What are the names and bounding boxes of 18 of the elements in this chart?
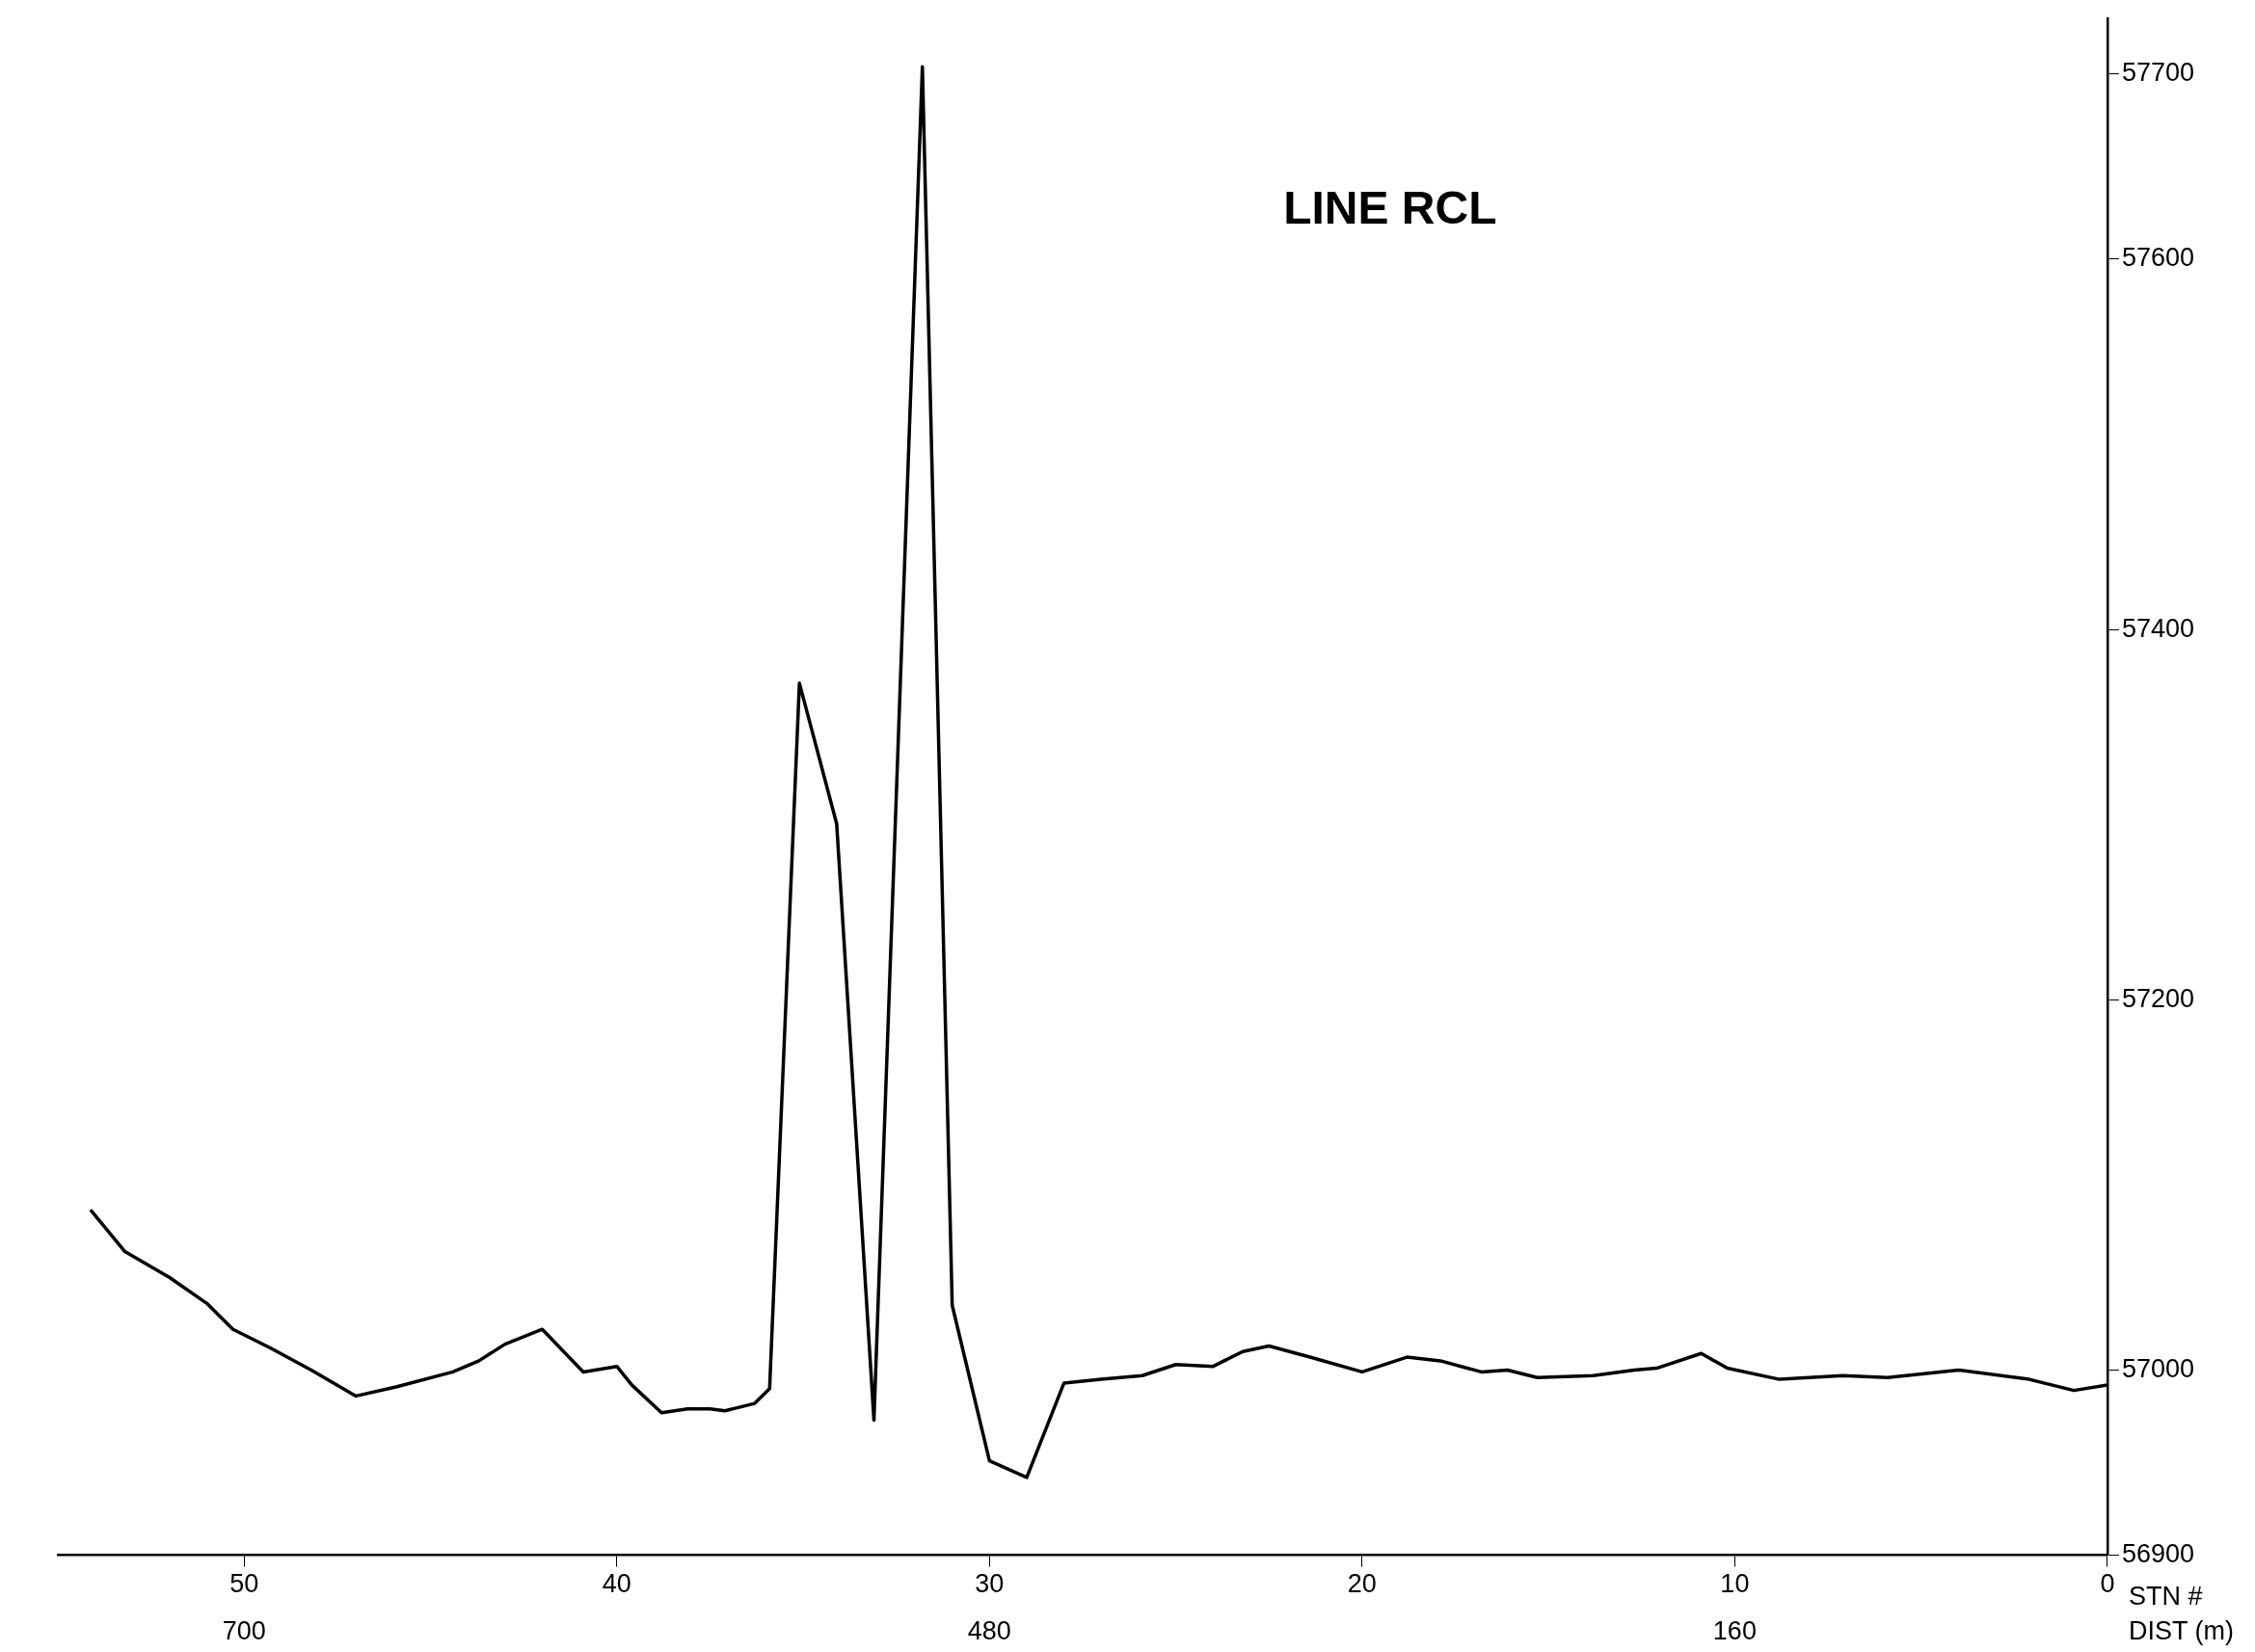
y-tick-label: 57400: [2121, 613, 2195, 643]
x-tick-label: 10: [1720, 1569, 1750, 1599]
text: LINE RCL: [1283, 182, 1497, 234]
x-tick-label: 30: [975, 1569, 1005, 1599]
text: 700: [222, 1616, 266, 1646]
y-tick-label: 57000: [2121, 1353, 2195, 1383]
y-tick-label: 57700: [2121, 58, 2195, 88]
x-tick-label: 0: [2100, 1569, 2115, 1599]
x-tick-label: 50: [229, 1569, 259, 1599]
x-tick-label: 40: [602, 1569, 631, 1599]
y-tick-label: 56900: [2121, 1539, 2195, 1569]
text: 160: [1712, 1616, 1757, 1646]
text: DIST (m): [2128, 1616, 2234, 1646]
text: 480: [967, 1616, 1011, 1646]
y-tick-label: 57600: [2121, 243, 2195, 273]
x-axis-title: STN #: [2128, 1582, 2203, 1612]
y-tick-label: 57200: [2121, 983, 2195, 1013]
x-tick-label: 20: [1347, 1569, 1377, 1599]
